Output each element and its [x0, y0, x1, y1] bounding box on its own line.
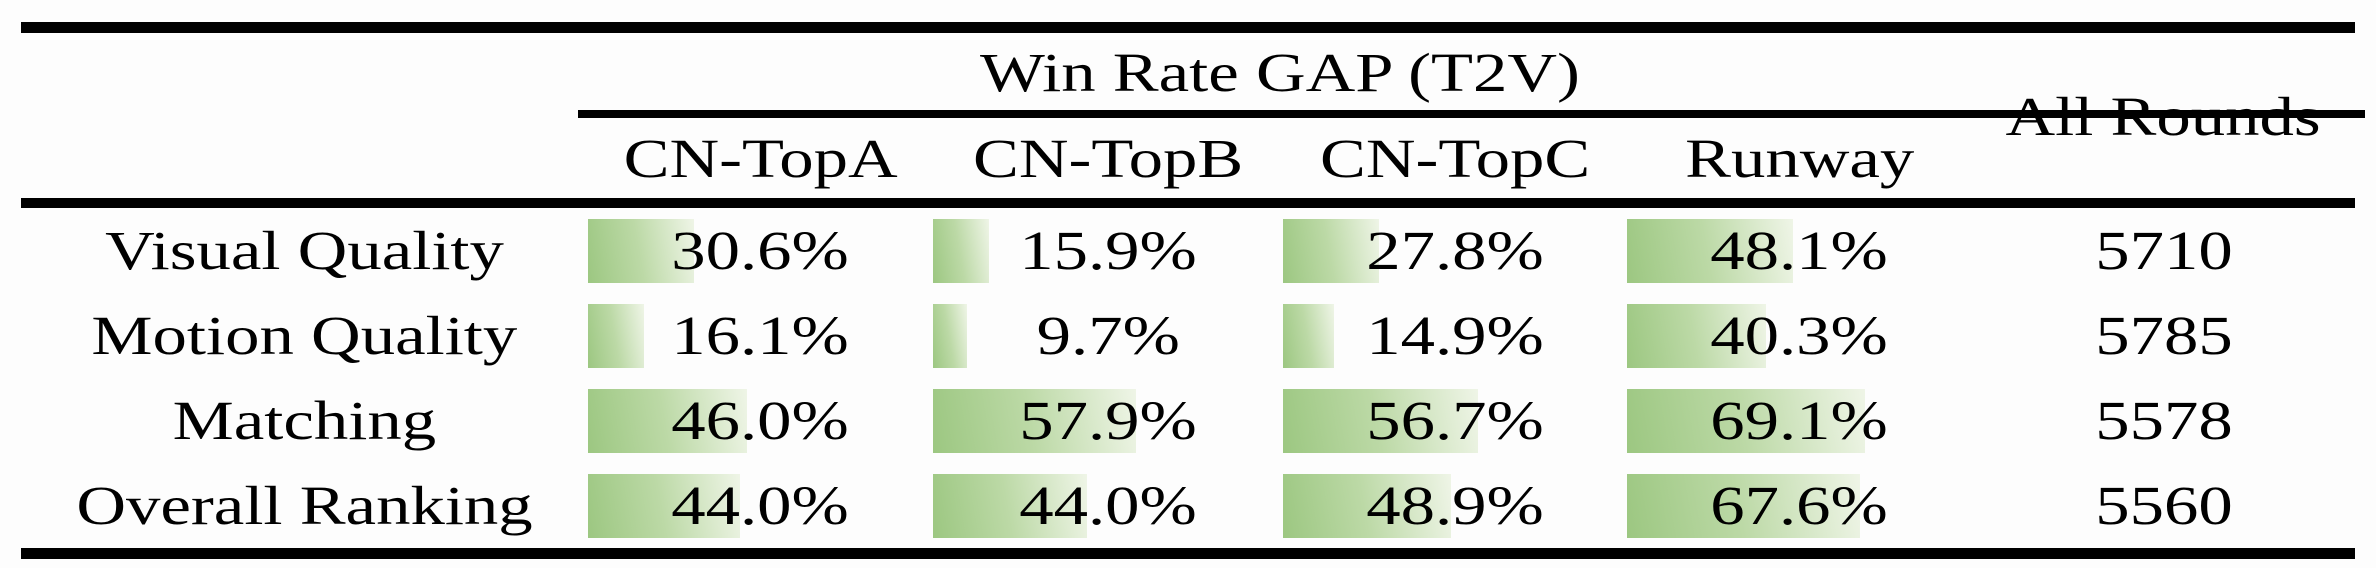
- row-label: Visual Quality: [105, 220, 504, 281]
- win-rate-bar: [588, 388, 747, 453]
- all-rounds-value-cell: 5710: [1972, 208, 2355, 293]
- win-rate-value: 14.9%: [1366, 305, 1544, 366]
- win-rate-value: 57.9%: [1019, 390, 1197, 451]
- win-rate-value: 15.9%: [1019, 220, 1197, 281]
- win-rate-bar: [1283, 388, 1479, 453]
- win-rate-value: 46.0%: [671, 390, 850, 451]
- column-header-cn-topb: CN-TopB: [933, 118, 1283, 198]
- row-label: Motion Quality: [91, 305, 518, 366]
- value-cell: 48.9%: [1283, 463, 1627, 548]
- win-rate-bar: [933, 218, 989, 283]
- table-top-rule: [21, 22, 2355, 33]
- row-label-visual-quality: Visual Quality: [21, 208, 588, 293]
- win-rate-bar: [933, 473, 1087, 538]
- win-rate-bar: [1283, 473, 1452, 538]
- win-rate-bar: [933, 303, 967, 368]
- header-body-rule: [21, 198, 2355, 208]
- win-rate-bar: [588, 473, 740, 538]
- all-rounds-value: 5710: [2094, 220, 2233, 281]
- column-header-label: Runway: [1684, 127, 1915, 189]
- win-rate-value: 44.0%: [671, 475, 850, 536]
- all-rounds-header-cell: All Rounds: [1972, 35, 2355, 198]
- win-rate-value: 16.1%: [671, 305, 850, 366]
- header-blank-cell: [21, 35, 588, 110]
- value-cell: 56.7%: [1283, 378, 1627, 463]
- win-rate-value: 44.0%: [1019, 475, 1197, 536]
- win-rate-value: 69.1%: [1710, 390, 1889, 451]
- win-rate-bar: [1627, 218, 1793, 283]
- win-rate-value: 40.3%: [1710, 305, 1889, 366]
- all-rounds-value-cell: 5578: [1972, 378, 2355, 463]
- win-rate-bar: [1627, 473, 1861, 538]
- win-rate-bar: [1627, 388, 1866, 453]
- row-label-matching: Matching: [21, 378, 588, 463]
- value-cell: 40.3%: [1627, 293, 1972, 378]
- win-rate-value: 30.6%: [671, 220, 850, 281]
- column-header-label: CN-TopB: [972, 127, 1244, 189]
- row-label-motion-quality: Motion Quality: [21, 293, 588, 378]
- win-rate-bar: [588, 303, 644, 368]
- value-cell: 57.9%: [933, 378, 1283, 463]
- all-rounds-value-cell: 5560: [1972, 463, 2355, 548]
- win-rate-value: 27.8%: [1366, 220, 1544, 281]
- win-rate-bar: [1283, 218, 1379, 283]
- value-cell: 27.8%: [1283, 208, 1627, 293]
- win-rate-bar: [1627, 303, 1767, 368]
- row-label: Overall Ranking: [76, 475, 533, 536]
- value-cell: 48.1%: [1627, 208, 1972, 293]
- win-rate-value: 48.1%: [1710, 220, 1889, 281]
- value-cell: 14.9%: [1283, 293, 1627, 378]
- column-header-runway: Runway: [1627, 118, 1972, 198]
- win-rate-value: 67.6%: [1710, 475, 1889, 536]
- value-cell: 44.0%: [933, 463, 1283, 548]
- win-rate-bar: [1283, 303, 1335, 368]
- all-rounds-value: 5785: [2094, 305, 2233, 366]
- value-cell: 46.0%: [588, 378, 933, 463]
- all-rounds-value: 5560: [2094, 475, 2233, 536]
- win-rate-value: 56.7%: [1366, 390, 1544, 451]
- win-rate-bar: [933, 388, 1136, 453]
- column-header-cn-topc: CN-TopC: [1283, 118, 1627, 198]
- all-rounds-value: 5578: [2094, 390, 2233, 451]
- column-header-label: CN-TopC: [1319, 127, 1591, 189]
- value-cell: 9.7%: [933, 293, 1283, 378]
- win-rate-bar: [588, 218, 694, 283]
- table-grid: Win Rate GAP (T2V) All Rounds CN-TopA CN…: [21, 35, 2365, 548]
- win-rate-value: 9.7%: [1036, 305, 1180, 366]
- value-cell: 69.1%: [1627, 378, 1972, 463]
- value-cell: 16.1%: [588, 293, 933, 378]
- column-header-cn-topa: CN-TopA: [588, 118, 933, 198]
- value-cell: 67.6%: [1627, 463, 1972, 548]
- table-bottom-rule: [21, 548, 2355, 559]
- value-cell: 30.6%: [588, 208, 933, 293]
- group-header-cell: Win Rate GAP (T2V): [588, 35, 1972, 110]
- column-header-label: CN-TopA: [623, 127, 898, 189]
- value-cell: 15.9%: [933, 208, 1283, 293]
- all-rounds-header-label: All Rounds: [2005, 86, 2322, 147]
- all-rounds-value-cell: 5785: [1972, 293, 2355, 378]
- row-label: Matching: [172, 390, 437, 451]
- header-blank-cell-2: [21, 118, 588, 198]
- group-header-label: Win Rate GAP (T2V): [980, 42, 1580, 103]
- row-label-overall-ranking: Overall Ranking: [21, 463, 588, 548]
- group-underline-rule: [578, 110, 2365, 118]
- win-rate-value: 48.9%: [1366, 475, 1544, 536]
- value-cell: 44.0%: [588, 463, 933, 548]
